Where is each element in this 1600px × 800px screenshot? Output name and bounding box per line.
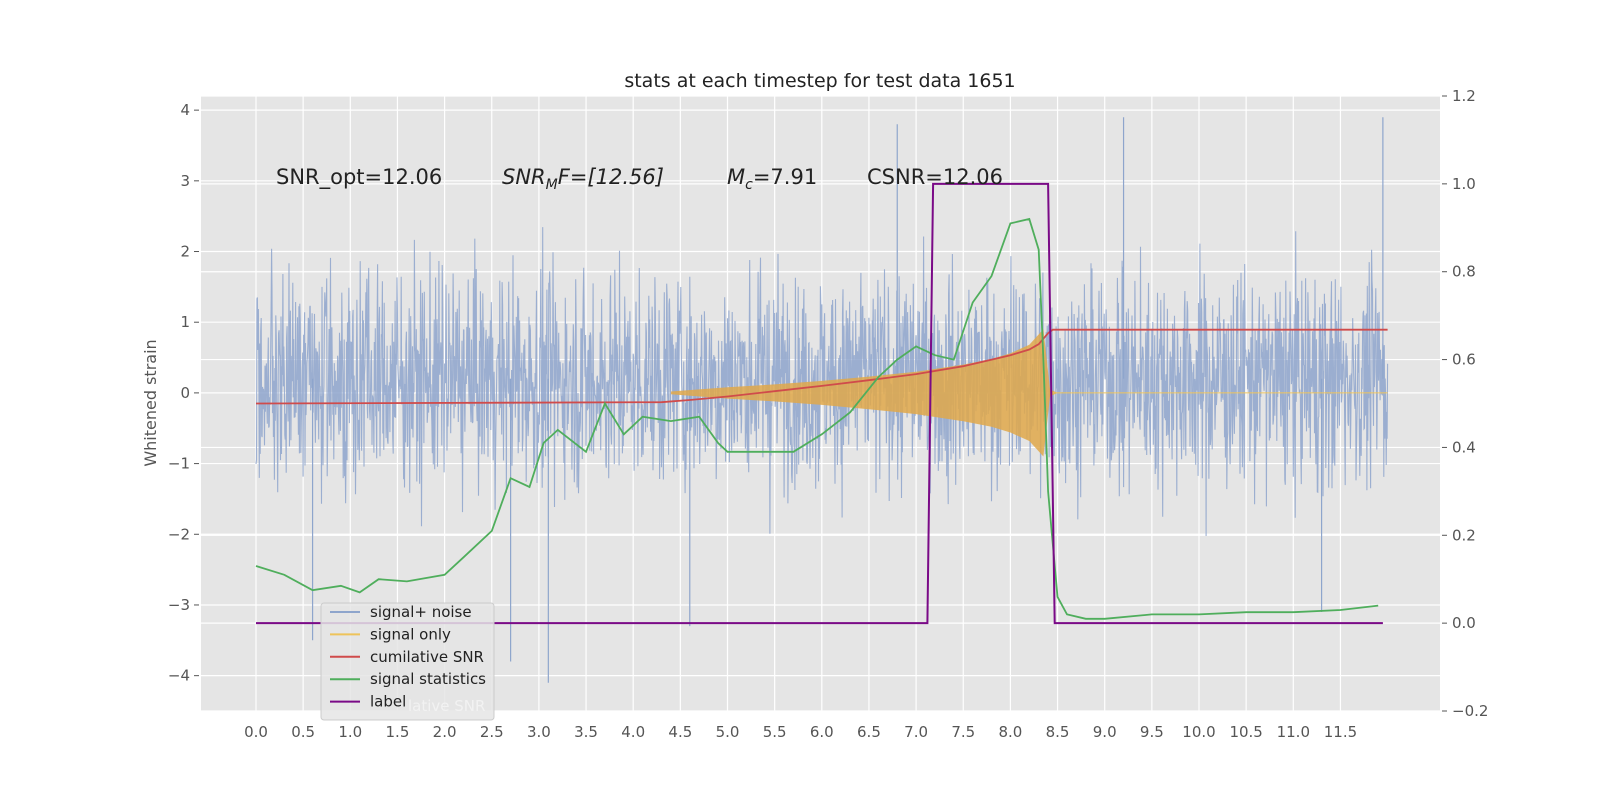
x-tick-label: 7.5 xyxy=(951,723,975,741)
legend-label: signal only xyxy=(370,625,451,643)
x-tick-label: 1.5 xyxy=(386,723,410,741)
ticks: 0.0 0.5 1.0 1.5 2.0 2.5 3.0 3.5 4.0 4.5 5.0 5.5 6.0 6… xyxy=(168,87,1489,741)
x-tick-label: 1.0 xyxy=(338,723,362,741)
x-tick-label: 7.0 xyxy=(904,723,928,741)
legend: lative SNR signal+ noise signal only cumil… xyxy=(320,602,495,721)
x-tick-label: 2.5 xyxy=(480,723,504,741)
x-tick-label: 4.5 xyxy=(668,723,692,741)
x-tick-label: 5.0 xyxy=(716,723,740,741)
x-tick-label: 3.0 xyxy=(527,723,551,741)
x-tick-label: 4.0 xyxy=(621,723,645,741)
x-tick-label: 8.0 xyxy=(998,723,1022,741)
annotation-snr-mf-rest: F=[12.56] xyxy=(558,165,664,189)
cumilative-snr-line xyxy=(255,328,1388,405)
x-tick-label: 6.5 xyxy=(857,723,881,741)
legend-label: signal+ noise xyxy=(370,603,472,621)
y-tick-label: −2 xyxy=(168,525,190,543)
x-tick-label: 10.5 xyxy=(1229,723,1262,741)
annotations: SNR_opt=12.06 SNRMF=[12.56] Mc=7.91 CSNR… xyxy=(276,165,1003,193)
y-tick-label: 0 xyxy=(180,384,190,402)
y2-tick-label: 0.2 xyxy=(1452,526,1476,544)
annotation-mc-main: M xyxy=(727,165,745,189)
legend-box xyxy=(320,602,495,721)
legend-label: cumilative SNR xyxy=(370,648,484,666)
y-tick-label: 4 xyxy=(180,101,190,119)
chart-title: stats at each timestep for test data 165… xyxy=(624,70,1015,92)
x-tick-label: 10.0 xyxy=(1182,723,1215,741)
annotation-snr-opt: SNR_opt=12.06 xyxy=(276,165,442,190)
y2-tick-label: −0.2 xyxy=(1452,702,1488,720)
x-tick-label: 9.5 xyxy=(1140,723,1164,741)
annotation-snr-mf-main: SNR xyxy=(502,165,546,189)
annotation-snr-mf: SNRMF=[12.56] xyxy=(502,165,664,193)
x-tick-label: 9.0 xyxy=(1093,723,1117,741)
x-tick-label: 11.5 xyxy=(1324,723,1357,741)
x-tick-label: 8.5 xyxy=(1046,723,1070,741)
y-tick-label: −4 xyxy=(168,667,190,685)
y2-tick-label: 1.2 xyxy=(1452,87,1476,105)
legend-items: signal+ noise signal only cumilative SNR si… xyxy=(330,603,486,711)
y2-tick-label: 0.8 xyxy=(1452,263,1476,281)
annotation-mc-sub: c xyxy=(745,177,753,193)
x-tick-label: 2.0 xyxy=(433,723,457,741)
x-tick-label: 6.0 xyxy=(810,723,834,741)
y2-tick-label: 0.4 xyxy=(1452,438,1476,456)
y-tick-label: −1 xyxy=(168,455,190,473)
y-tick-label: 3 xyxy=(180,172,190,190)
signal-noise-series xyxy=(255,117,1389,683)
x-tick-label: 5.5 xyxy=(763,723,787,741)
annotation-csnr: CSNR=12.06 xyxy=(867,165,1003,189)
y-tick-label: 1 xyxy=(180,313,190,331)
signal-noise-line xyxy=(255,227,1389,537)
annotation-mc: Mc=7.91 xyxy=(727,165,817,193)
label-line xyxy=(256,182,1383,625)
annotation-mc-rest: =7.91 xyxy=(753,165,817,189)
legend-label: label xyxy=(370,693,406,711)
line-series xyxy=(255,182,1388,625)
y2-tick-label: 0.6 xyxy=(1452,351,1476,369)
y2-tick-label: 1.0 xyxy=(1452,175,1476,193)
legend-label: signal statistics xyxy=(370,670,486,688)
legend-ghost-text: lative SNR xyxy=(408,697,485,715)
y2-tick-label: 0.0 xyxy=(1452,614,1476,632)
y-axis-label: Whitened strain xyxy=(141,339,160,466)
signal-only-series xyxy=(670,329,1388,457)
signal-only-band xyxy=(670,329,1388,457)
signal-statistics-line xyxy=(255,217,1379,620)
x-tick-label: 0.5 xyxy=(291,723,315,741)
y-tick-label: −3 xyxy=(168,596,190,614)
x-tick-label: 11.0 xyxy=(1277,723,1310,741)
annotation-snr-mf-sub: M xyxy=(546,177,558,193)
x-tick-label: 3.5 xyxy=(574,723,598,741)
y-tick-label: 2 xyxy=(180,243,190,261)
x-tick-label: 0.0 xyxy=(244,723,268,741)
